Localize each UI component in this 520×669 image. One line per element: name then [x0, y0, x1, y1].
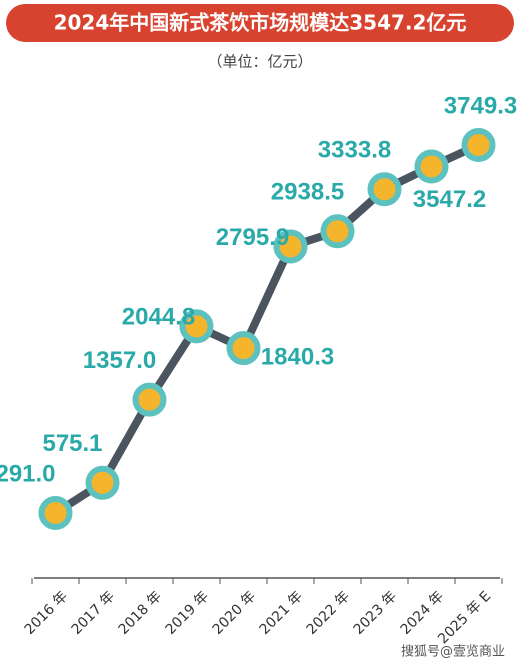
value-label: 3547.2	[413, 186, 486, 213]
value-label: 3749.3	[444, 92, 517, 119]
value-label: 1840.3	[261, 343, 334, 370]
title-banner	[6, 4, 514, 42]
x-tick-label: 2020 年	[210, 588, 260, 638]
point	[320, 214, 355, 249]
point	[85, 465, 120, 500]
x-tick-label: 2017 年	[69, 588, 119, 638]
point	[226, 331, 261, 366]
point	[367, 172, 402, 207]
value-label: 3333.8	[318, 137, 391, 164]
line	[53, 141, 481, 517]
point	[179, 309, 214, 344]
value-label: 2044.8	[122, 304, 195, 331]
point	[132, 382, 167, 417]
value-label: 575.1	[42, 430, 102, 457]
value-label: 1357.0	[83, 347, 156, 374]
x-tick-label: 2022 年	[304, 588, 354, 638]
x-tick-label: 2021 年	[257, 588, 307, 638]
value-label: 2795.9	[216, 224, 289, 251]
x-tick-label: 2016 年	[22, 588, 72, 638]
point	[38, 496, 73, 531]
x-tick-label: 2023 年	[351, 588, 401, 638]
point	[414, 149, 449, 184]
x-tick-label: 2019 年	[163, 588, 213, 638]
value-label: 2938.5	[271, 179, 344, 206]
chart-title: 2024年中国新式茶饮市场规模达3547.2亿元	[54, 11, 467, 35]
point	[273, 229, 308, 264]
point	[461, 128, 496, 162]
x-tick-label: 2018 年	[116, 588, 166, 638]
chart-subtitle: （单位：亿元）	[207, 53, 312, 71]
value-label: 291.0	[0, 460, 56, 487]
watermark: 搜狐号@壹览商业	[401, 644, 505, 660]
